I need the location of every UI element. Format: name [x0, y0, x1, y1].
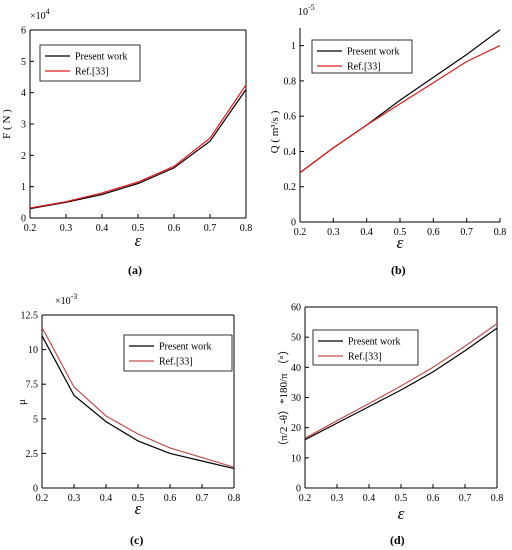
legend-label: Present work — [347, 47, 400, 58]
axis-exponent-power: -5 — [308, 3, 315, 12]
y-tick-label: 3 — [21, 120, 26, 131]
x-tick-label: 0.6 — [168, 223, 181, 234]
legend-box — [39, 44, 141, 82]
y-tick-label: 1 — [291, 41, 296, 52]
y-tick-label: 0 — [291, 218, 296, 229]
x-tick-label: 0.8 — [240, 223, 253, 234]
y-tick-label: 60 — [291, 303, 301, 314]
legend-label: Present work — [75, 52, 128, 63]
y-tick-label: 10 — [28, 345, 38, 356]
legend-label: Ref.[33] — [159, 357, 193, 368]
series-line-present-work — [29, 89, 247, 210]
y-axis-label: F ( N ) — [1, 109, 13, 139]
y-tick-label: 1 — [21, 182, 26, 193]
x-tick-label: 0.8 — [494, 227, 507, 238]
axis-exponent: 10-5 — [298, 3, 315, 18]
panel-caption: (c) — [130, 533, 143, 547]
y-tick-label: 0.6 — [284, 112, 297, 123]
y-tick-label: 6 — [21, 26, 26, 37]
x-tick-label: 0.8 — [491, 493, 504, 504]
x-tick-label: 0.5 — [394, 227, 407, 238]
legend-box — [312, 329, 419, 366]
y-tick-label: 0 — [296, 484, 301, 495]
legend-label: Present work — [348, 337, 401, 348]
series-line-ref-33 — [41, 327, 235, 468]
x-tick-label: 0.8 — [228, 493, 241, 504]
y-tick-label: 0 — [21, 214, 26, 225]
y-tick-label: 0.4 — [284, 147, 297, 158]
legend-label: Ref.[33] — [347, 62, 381, 73]
x-tick-label: 0.3 — [331, 493, 344, 504]
y-tick-label: 0.8 — [284, 76, 297, 87]
axis-exponent-power: 4 — [46, 7, 50, 16]
legend-box — [123, 334, 233, 372]
x-tick-label: 0.7 — [196, 493, 209, 504]
y-axis-label: μ — [16, 399, 28, 405]
axis-exponent: ×10-3 — [55, 292, 77, 307]
x-tick-label: 0.2 — [294, 227, 307, 238]
x-tick-label: 0.2 — [36, 493, 49, 504]
x-tick-label: 0.7 — [460, 227, 473, 238]
y-axis-label: （π/2 -θ）*180/π （°） — [277, 344, 290, 452]
x-tick-label: 0.4 — [363, 493, 376, 504]
series-line-ref-33 — [299, 45, 501, 174]
x-tick-label: 0.6 — [427, 227, 440, 238]
x-axis-label: ε — [135, 231, 142, 250]
x-tick-label: 0.5 — [132, 493, 145, 504]
x-tick-label: 0.3 — [60, 223, 73, 234]
x-tick-label: 0.5 — [395, 493, 408, 504]
y-tick-label: 12.5 — [21, 311, 39, 322]
panel-caption: (a) — [128, 263, 142, 277]
x-tick-label: 0.4 — [100, 493, 113, 504]
y-tick-label: 4 — [21, 88, 26, 99]
y-tick-label: 50 — [291, 333, 301, 344]
x-tick-label: 0.3 — [327, 227, 340, 238]
axis-exponent: ×104 — [30, 7, 50, 22]
legend-label: Ref.[33] — [348, 352, 382, 363]
y-tick-label: 30 — [291, 393, 301, 404]
series-line-ref-33 — [29, 84, 247, 209]
x-tick-label: 0.7 — [459, 493, 472, 504]
x-tick-label: 0.7 — [204, 223, 217, 234]
legend-label: Present work — [159, 342, 212, 353]
y-tick-label: 20 — [291, 423, 301, 434]
panel-caption: (b) — [391, 263, 406, 277]
y-tick-label: 0.2 — [284, 182, 297, 193]
legend-box — [311, 39, 413, 74]
x-tick-label: 0.3 — [68, 493, 81, 504]
y-axis-label: Q ( m³/s ) — [269, 110, 281, 153]
x-tick-label: 0.6 — [164, 493, 177, 504]
y-tick-label: 2.5 — [26, 449, 39, 460]
y-tick-label: 40 — [291, 363, 301, 374]
x-axis-label: ε — [397, 233, 404, 252]
y-tick-label: 10 — [291, 453, 301, 464]
x-tick-label: 0.6 — [427, 493, 440, 504]
y-tick-label: 2 — [21, 151, 26, 162]
x-axis-label: ε — [135, 499, 142, 518]
x-tick-label: 0.2 — [299, 493, 312, 504]
y-tick-label: 5 — [21, 57, 26, 68]
x-tick-label: 0.4 — [360, 227, 373, 238]
x-tick-label: 0.5 — [132, 223, 145, 234]
chart-panel-c: 0.2 0.3 0.4 0.5 0.6 0.7 0.8 0 2.5 5 7.5 10 12.5 ×10-3… — [16, 292, 240, 547]
y-tick-label: 7.5 — [26, 380, 39, 391]
series-line-present-work — [41, 335, 235, 470]
x-axis-label: ε — [398, 504, 405, 523]
legend-label: Ref.[33] — [75, 67, 109, 78]
chart-panel-d: 0.2 0.3 0.4 0.5 0.6 0.7 0.8 0 10 20 30 40 50 60 （π/2 -… — [277, 303, 503, 548]
chart-panel-b: 0.2 0.3 0.4 0.5 0.6 0.7 0.800.20.40.60.8110-5Q… — [269, 3, 506, 277]
y-tick-label: 5 — [33, 414, 38, 425]
series-line-present-work — [304, 327, 498, 441]
y-tick-label: 0 — [33, 484, 38, 495]
chart-panel-a: 0.2 0.3 0.4 0.5 0.6 0.7 0.8 0 1 2 3 4 5 6 ×104 F ( N ) ε… — [1, 7, 252, 277]
panel-caption: (d) — [390, 533, 405, 547]
axis-exponent-power: -3 — [71, 292, 78, 301]
x-tick-label: 0.2 — [24, 223, 37, 234]
series-line-ref-33 — [304, 323, 498, 439]
x-tick-label: 0.4 — [96, 223, 109, 234]
